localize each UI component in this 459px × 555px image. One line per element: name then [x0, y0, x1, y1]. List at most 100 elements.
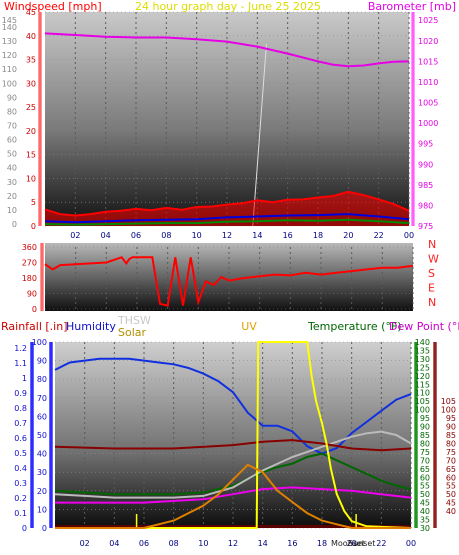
temp-tick-label: 110: [415, 389, 430, 398]
humidity-tick-label: 70: [37, 394, 47, 403]
baro-y-tick-label: 975: [418, 222, 433, 231]
conditions-axis-ticks: 02 04 06 08 10 12 14 16 18 20 22 000102030405060708…: [14, 338, 456, 548]
temp-tick-label: 85: [420, 431, 430, 440]
temperature-line: [54, 452, 412, 496]
humidity-tick-label: 40: [37, 450, 47, 459]
uv-label: UV: [241, 320, 257, 333]
thsw-line: [54, 430, 412, 499]
wind-x-tick-label: 16: [283, 231, 293, 240]
wind-y-tick-label: 30: [26, 79, 36, 88]
compass-label: W: [428, 253, 439, 266]
solar-label: Solar: [118, 326, 147, 339]
dew-tick-label: 100: [441, 406, 456, 415]
conditions-x-tick-label: 16: [287, 539, 297, 548]
humidity-tick-label: 90: [37, 357, 47, 366]
wind-average-line: [44, 213, 410, 224]
wind-axis-label: Windspeed [mph]: [4, 0, 102, 13]
temp-tick-label: 50: [420, 490, 430, 499]
rain-tick-label: 0.8: [14, 404, 27, 413]
rain-tick-label: 1: [22, 374, 27, 383]
baro-axis-label: Barometer [mb]: [368, 0, 456, 13]
uv-line: [55, 341, 412, 529]
conditions-x-tick-label: 02: [80, 539, 90, 548]
direction-y-tick-label: 180: [22, 274, 37, 283]
wind-kt-tick-label: 80: [7, 107, 17, 116]
dew-tick-label: 80: [446, 439, 456, 448]
temp-tick-label: 120: [415, 372, 430, 381]
humidity-tick-label: 0: [42, 524, 47, 533]
wind-white-streak: [252, 43, 267, 227]
wind-y-tick-label: 35: [26, 56, 36, 65]
dew-tick-label: 70: [446, 456, 456, 465]
rain-tick-label: 0.6: [14, 434, 27, 443]
rain-baseline: [55, 525, 411, 528]
wind-chart-title: 24 hour graph day - June 25 2025: [135, 0, 321, 13]
conditions-x-tick-label: 04: [109, 539, 119, 548]
thsw-label: THSW: [117, 314, 151, 327]
wind-kt-tick-label: 70: [7, 122, 17, 131]
dew-tick-label: 90: [446, 423, 456, 432]
conditions-x-tick-label: 12: [228, 539, 238, 548]
compass-label: S: [428, 267, 435, 280]
dew-tick-label: 95: [446, 414, 456, 423]
humidity-axis-bar: [49, 342, 53, 528]
temp-tick-label: 130: [415, 355, 430, 364]
wind-y-tick-label: 0: [31, 222, 36, 231]
wind-y-tick-label: 25: [26, 103, 36, 112]
wind-x-tick-label: 02: [70, 231, 80, 240]
rain-tick-label: 0.2: [14, 494, 27, 503]
direction-y-tick-label: 360: [22, 243, 37, 252]
temp-tick-label: 125: [415, 363, 430, 372]
baro-y-tick-label: 1020: [418, 37, 438, 46]
dew-tick-label: 75: [446, 448, 456, 457]
dew-tick-label: 40: [446, 507, 456, 516]
temp-tick-label: 75: [420, 448, 430, 457]
wind-y-tick-label: 20: [26, 127, 36, 136]
dew-axis-bar: [433, 342, 437, 528]
temp-tick-label: 65: [420, 465, 430, 474]
rain-tick-label: 1.1: [14, 359, 27, 368]
wind-y-tick-label: 15: [26, 151, 36, 160]
rain-tick-label: 0.5: [14, 449, 27, 458]
dewpoint-label: Dew Point (°F): [389, 320, 459, 333]
dew-tick-label: 65: [446, 465, 456, 474]
temp-tick-label: 45: [420, 499, 430, 508]
temperature-label: Temperature (°F): [307, 320, 402, 333]
wind-x-tick-label: 22: [374, 231, 384, 240]
temp-tick-label: 40: [420, 507, 430, 516]
wind-x-tick-label: 14: [252, 231, 262, 240]
wind-kt-tick-label: 130: [2, 37, 17, 46]
wind-kt-tick-label: 20: [7, 192, 17, 201]
rain-tick-label: 0.7: [14, 419, 27, 428]
dewpoint-line: [55, 486, 412, 504]
wind-direction-line: [44, 256, 414, 307]
baro-y-tick-label: 985: [418, 181, 433, 190]
humidity-label: Humidity: [66, 320, 116, 333]
baro-y-tick-label: 1015: [418, 57, 438, 66]
conditions-x-tick-label: 22: [376, 539, 386, 548]
humidity-tick-label: 50: [37, 431, 47, 440]
wind-kt-tick-label: 50: [7, 150, 17, 159]
baro-right-axis-bar: [411, 12, 415, 226]
compass-label: N: [428, 238, 436, 251]
compass-label: E: [428, 282, 435, 295]
windspeed-area: [45, 191, 409, 226]
direction-axis-ticks: 0 90 180 270 360: [22, 243, 37, 314]
dew-tick-label: 60: [446, 473, 456, 482]
wind-x-tick-label: 00: [404, 231, 414, 240]
conditions-x-tick-label: 18: [317, 539, 327, 548]
wind-kt-tick-label: 145: [2, 16, 17, 25]
humidity-tick-label: 60: [37, 412, 47, 421]
wind-x-tick-label: 08: [161, 231, 171, 240]
direction-y-tick-label: 90: [27, 290, 37, 299]
baro-y-tick-label: 1005: [418, 99, 438, 108]
temp-tick-label: 35: [420, 516, 430, 525]
temp-tick-label: 95: [420, 414, 430, 423]
direction-y-tick-label: 0: [32, 305, 37, 314]
temp-tick-label: 135: [415, 346, 430, 355]
dew-tick-label: 85: [446, 431, 456, 440]
dew-tick-label: 50: [446, 490, 456, 499]
humidity-tick-label: 10: [37, 505, 47, 514]
